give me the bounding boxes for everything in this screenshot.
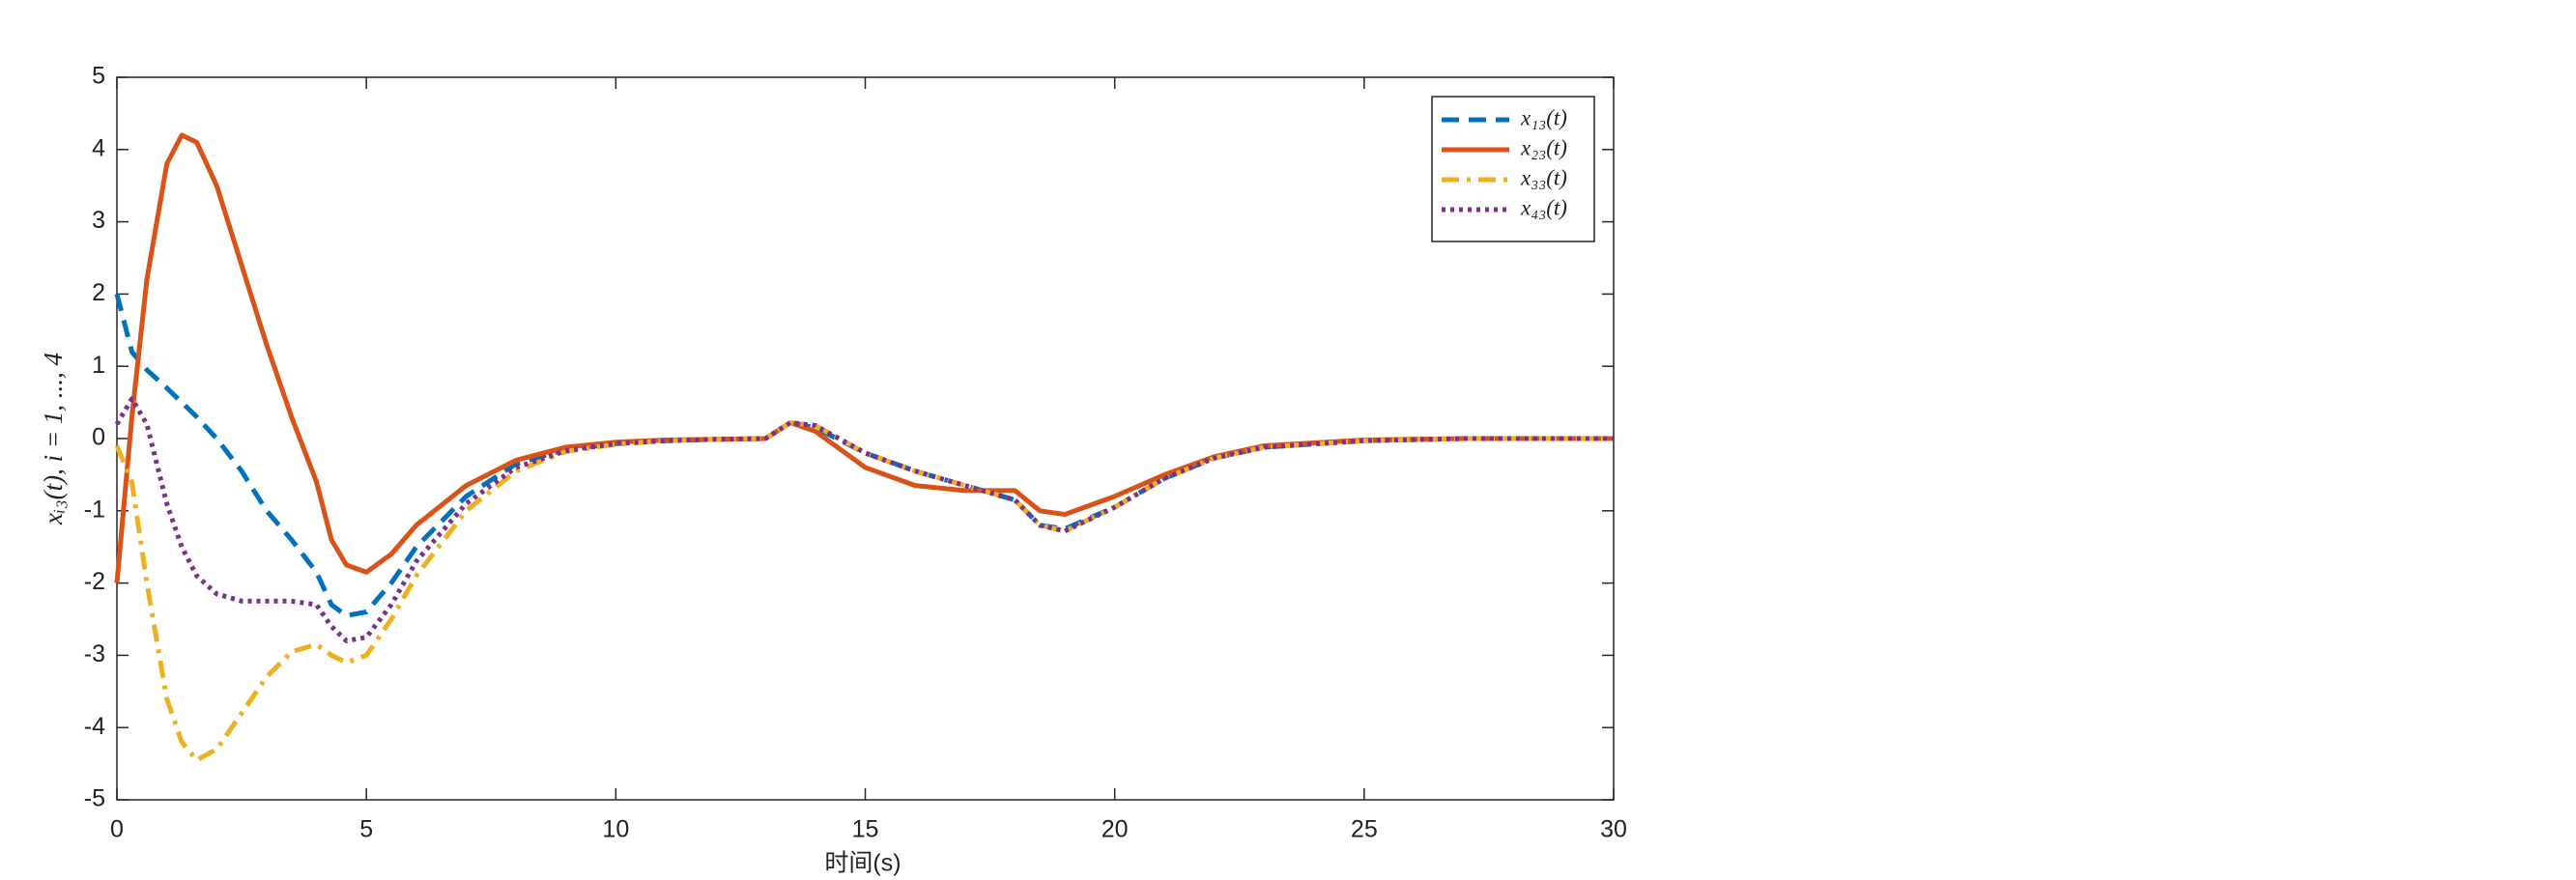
y-tick-label: -4: [84, 713, 105, 740]
y-tick-label: -2: [84, 568, 105, 595]
y-tick-label: -3: [84, 640, 105, 667]
y-tick-label: -5: [84, 785, 105, 812]
x-tick-label: 0: [110, 816, 124, 843]
legend-label: x₁₃(t): [1520, 105, 1567, 129]
legend-label: x₄₃(t): [1520, 195, 1567, 219]
x-tick-label: 5: [359, 816, 373, 843]
y-tick-label: 0: [92, 424, 105, 451]
legend-label: x₃₃(t): [1520, 165, 1567, 189]
legend-label: x₂₃(t): [1520, 135, 1567, 159]
legend: x₁₃(t) x₂₃(t) x₃₃(t) x₄₃(t): [1431, 96, 1595, 242]
line-series: [114, 132, 1614, 583]
y-tick-label: 1: [92, 352, 105, 379]
x-tick-label: 25: [1351, 816, 1378, 843]
y-tick-label: 3: [92, 207, 105, 234]
y-tick-label: 2: [92, 279, 105, 306]
y-axis-label: xᵢ₃(t), i = 1, ..., 4: [39, 353, 68, 525]
line-series: [114, 396, 1614, 643]
x-tick-label: 30: [1600, 816, 1627, 843]
y-tick-label: 5: [92, 63, 105, 90]
line-series: [114, 420, 1614, 763]
x-axis-label: 时间(s): [824, 850, 901, 877]
x-tick-label: 15: [852, 816, 879, 843]
x-tick-label: 20: [1102, 816, 1129, 843]
y-tick-label: -1: [84, 496, 105, 523]
x-tick-label: 10: [602, 816, 629, 843]
y-tick-label: 4: [92, 134, 105, 161]
